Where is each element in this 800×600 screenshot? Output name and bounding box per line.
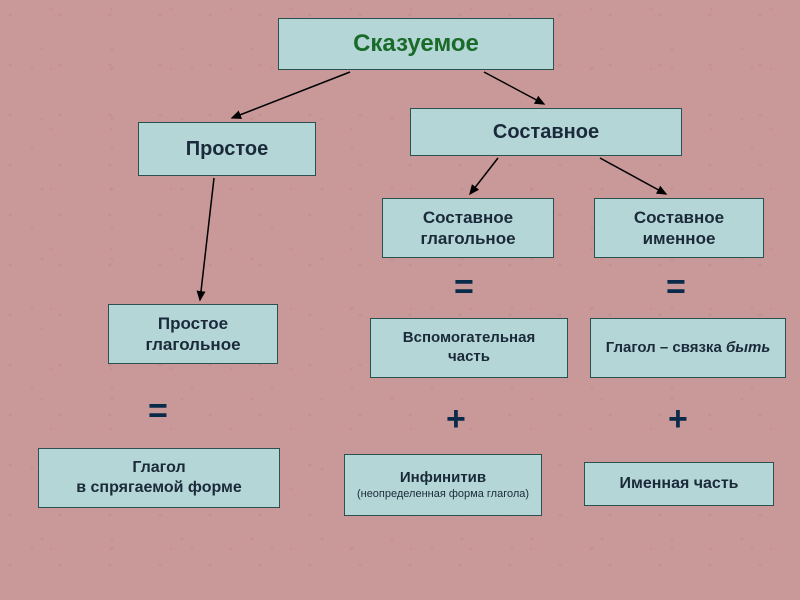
conjugated-label: Глагол в спрягаемой форме (76, 458, 242, 498)
equals-sign-1: = (454, 268, 474, 307)
eq3-text: = (148, 392, 168, 431)
node-copula: Глагол – связка быть (590, 318, 786, 378)
equals-sign-2: = (666, 268, 686, 307)
node-compound-verbal: Составное глагольное (382, 198, 554, 258)
equals-sign-3: = (148, 392, 168, 431)
node-infinitive: Инфинитив (неопределенная форма глагола) (344, 454, 542, 516)
conjugated-line2: в спрягаемой форме (76, 479, 242, 496)
node-simple-verbal: Простое глагольное (108, 304, 278, 364)
node-root: Сказуемое (278, 18, 554, 70)
conjugated-line1: Глагол (132, 459, 185, 476)
simple-label: Простое (186, 137, 269, 162)
node-simple: Простое (138, 122, 316, 176)
infinitive-sub: (неопределенная форма глагола) (357, 488, 529, 502)
plus-sign-2: + (668, 400, 688, 439)
nominal-part-label: Именная часть (620, 474, 739, 494)
copula-label: Глагол – связка быть (606, 339, 771, 358)
aux-part-label: Вспомогательная часть (381, 329, 557, 367)
node-conjugated: Глагол в спрягаемой форме (38, 448, 280, 508)
comp-nominal-label: Составное именное (605, 207, 753, 250)
eq2-text: = (666, 268, 686, 307)
plus2-text: + (668, 400, 688, 439)
root-label: Сказуемое (353, 29, 479, 59)
simple-verbal-label: Простое глагольное (119, 313, 267, 356)
infinitive-main: Инфинитив (400, 469, 486, 488)
node-auxiliary-part: Вспомогательная часть (370, 318, 568, 378)
comp-verbal-label: Составное глагольное (393, 207, 543, 250)
copula-italic: быть (726, 339, 770, 356)
compound-label: Составное (493, 120, 599, 145)
copula-prefix: Глагол – связка (606, 339, 726, 356)
node-nominal-part: Именная часть (584, 462, 774, 506)
plus-sign-1: + (446, 400, 466, 439)
node-compound: Составное (410, 108, 682, 156)
plus1-text: + (446, 400, 466, 439)
eq1-text: = (454, 268, 474, 307)
node-compound-nominal: Составное именное (594, 198, 764, 258)
